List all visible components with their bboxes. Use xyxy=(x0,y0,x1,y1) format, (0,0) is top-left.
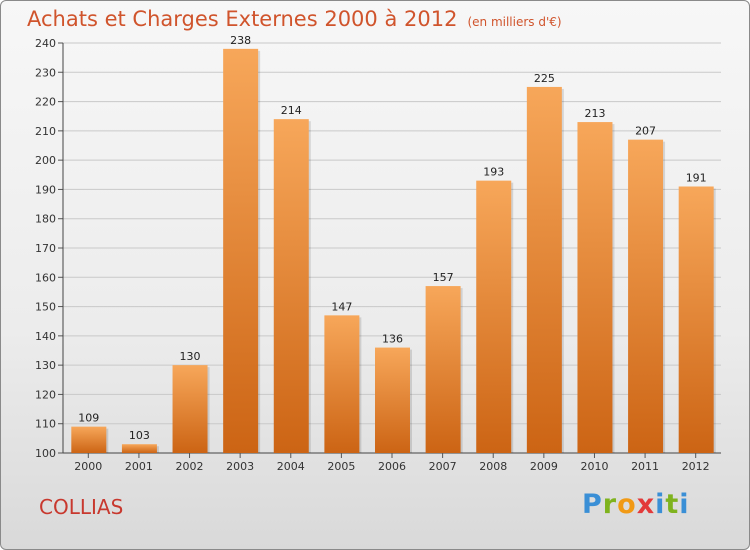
y-tick-label: 130 xyxy=(35,359,56,372)
y-tick-label: 140 xyxy=(35,330,56,343)
data-label: 103 xyxy=(129,429,150,442)
y-tick-label: 200 xyxy=(35,154,56,167)
data-label: 238 xyxy=(230,34,251,47)
bar xyxy=(678,186,714,453)
y-tick-label: 230 xyxy=(35,66,56,79)
x-tick-label: 2011 xyxy=(631,460,659,473)
data-label: 193 xyxy=(483,166,504,179)
data-label: 147 xyxy=(331,300,352,313)
plot-area: 100 110 120 130 140 150 160 170 180 190 200 210 220 2… xyxy=(35,34,721,473)
y-tick-label: 240 xyxy=(35,37,56,50)
proxiti-logo: Proxiti xyxy=(582,489,690,520)
y-tick-label: 110 xyxy=(35,418,56,431)
x-tick-label: 2001 xyxy=(125,460,153,473)
logo-letter: i xyxy=(679,489,690,520)
bar xyxy=(425,286,461,453)
chart-title: Achats et Charges Externes 2000 à 2012 (e… xyxy=(27,7,562,31)
logo-letter: t xyxy=(665,489,680,520)
bar xyxy=(223,48,259,453)
x-tick-label: 2012 xyxy=(682,460,710,473)
data-label: 213 xyxy=(584,107,605,120)
data-label: 157 xyxy=(433,271,454,284)
y-tick-label: 160 xyxy=(35,271,56,284)
logo-letter: r xyxy=(602,489,618,520)
chart-title-text: Achats et Charges Externes 2000 à 2012 xyxy=(27,7,458,31)
bar-chart: 100 110 120 130 140 150 160 170 180 190 200 210 220 2… xyxy=(35,34,721,473)
bar xyxy=(172,365,208,453)
data-label: 214 xyxy=(281,104,302,117)
data-label: 191 xyxy=(686,172,707,185)
x-tick-label: 2003 xyxy=(226,460,254,473)
bar xyxy=(628,139,664,453)
data-label: 207 xyxy=(635,125,656,138)
x-tick-label: 2006 xyxy=(378,460,406,473)
bar xyxy=(577,122,613,454)
data-label: 109 xyxy=(78,412,99,425)
chart-subtitle: (en milliers d'€) xyxy=(467,15,562,29)
y-tick-label: 220 xyxy=(35,96,56,109)
logo-letter: P xyxy=(582,489,603,520)
y-tick-label: 170 xyxy=(35,242,56,255)
commune-name: COLLIAS xyxy=(39,495,124,519)
y-tick-label: 190 xyxy=(35,183,56,196)
y-tick-label: 150 xyxy=(35,301,56,314)
x-tick-label: 2007 xyxy=(429,460,457,473)
bar xyxy=(526,86,562,453)
y-tick-label: 120 xyxy=(35,388,56,401)
logo-letter: o xyxy=(617,489,637,520)
y-tick-label: 210 xyxy=(35,125,56,138)
logo-letter: i xyxy=(655,489,666,520)
x-tick-label: 2002 xyxy=(176,460,204,473)
x-tick-label: 2008 xyxy=(479,460,507,473)
data-label: 225 xyxy=(534,72,555,85)
x-tick-label: 2004 xyxy=(277,460,305,473)
data-label: 130 xyxy=(180,350,201,363)
bar xyxy=(121,444,157,453)
bar xyxy=(324,315,360,453)
bar xyxy=(375,347,410,453)
bar xyxy=(273,119,309,454)
bar xyxy=(476,180,512,453)
data-label: 136 xyxy=(382,333,403,346)
x-tick-label: 2000 xyxy=(74,460,102,473)
x-tick-label: 2005 xyxy=(327,460,355,473)
x-tick-label: 2009 xyxy=(530,460,558,473)
y-tick-label: 180 xyxy=(35,213,56,226)
x-tick-label: 2010 xyxy=(580,460,608,473)
logo-letter: x xyxy=(636,489,656,520)
y-tick-label: 100 xyxy=(35,447,56,460)
bar xyxy=(71,426,107,453)
